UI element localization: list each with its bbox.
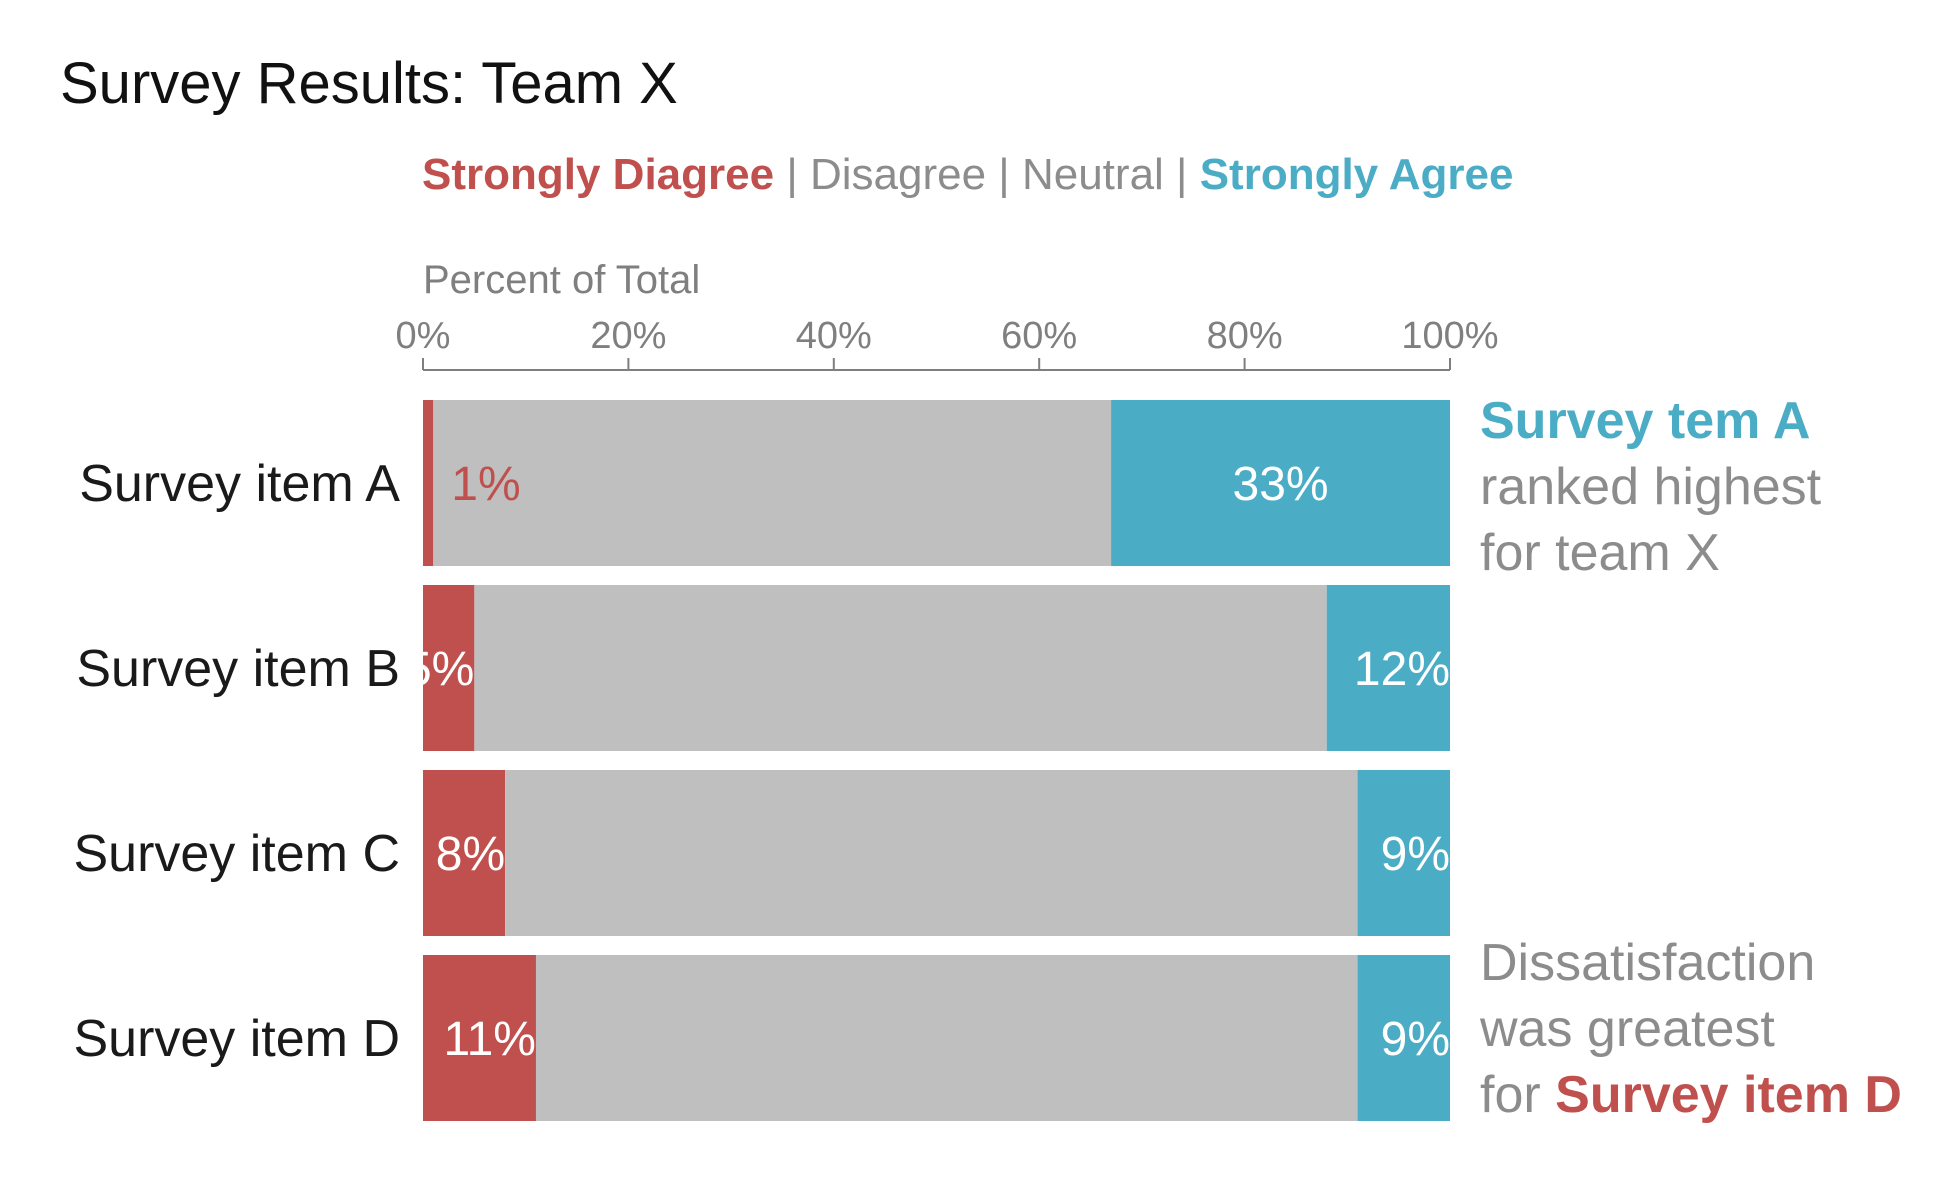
annotation-top-line3: for team X [1480, 524, 1720, 582]
data-label-strongly-agree: 12% [1354, 643, 1450, 696]
x-tick-label: 20% [590, 315, 666, 357]
category-label: Survey item C [73, 825, 400, 883]
annotation-top-highlight: Survey tem A [1480, 392, 1811, 450]
x-tick-label: 60% [1001, 315, 1077, 357]
bar-strongly-agree [1111, 400, 1450, 566]
category-label: Survey item D [73, 1010, 400, 1068]
x-axis-title: Percent of Total [423, 258, 701, 302]
bar-strongly-agree [1326, 585, 1450, 751]
annotation-bottom-line2: was greatest [1480, 1000, 1775, 1058]
category-label: Survey item B [76, 640, 400, 698]
bar-strongly-disagree [423, 770, 506, 936]
legend: Strongly Diagree | Disagree | Neutral | … [422, 150, 1513, 200]
bar-strongly-agree [1357, 955, 1450, 1121]
x-tick-label: 40% [796, 315, 872, 357]
bar-strongly-disagree [423, 400, 434, 566]
x-tick-label: 100% [1401, 315, 1498, 357]
annotation-bottom: Dissatisfaction was greatest for Survey … [1480, 930, 1902, 1128]
bar-strongly-agree [1357, 770, 1450, 936]
x-tick-label: 80% [1207, 315, 1283, 357]
bar-strongly-disagree [423, 955, 536, 1121]
data-label-strongly-disagree: 1% [451, 458, 520, 511]
data-label-strongly-disagree: 11% [443, 1013, 536, 1066]
data-label-strongly-agree: 33% [1233, 458, 1329, 511]
bar-middle [505, 770, 1358, 936]
legend-neutral: Neutral [1021, 150, 1164, 199]
annotation-top: Survey tem A ranked highest for team X [1480, 388, 1821, 586]
category-label: Survey item A [79, 455, 400, 513]
x-tick-label: 0% [396, 315, 451, 357]
data-label-strongly-agree: 9% [1381, 828, 1450, 881]
annotation-bottom-line1: Dissatisfaction [1480, 934, 1816, 992]
chart-title: Survey Results: Team X [60, 51, 678, 116]
data-label-strongly-agree: 9% [1381, 1013, 1450, 1066]
data-label-strongly-disagree: 5% [405, 643, 474, 696]
legend-separator: | [1163, 150, 1200, 199]
bar-middle [535, 955, 1358, 1121]
legend-separator: | [986, 150, 1022, 199]
legend-strongly-disagree: Strongly Diagree [422, 150, 775, 199]
legend-disagree: Disagree [809, 150, 987, 199]
annotation-bottom-prefix: for [1480, 1066, 1556, 1124]
legend-strongly-agree: Strongly Agree [1199, 150, 1514, 199]
legend-separator: | [774, 150, 810, 199]
data-label-strongly-disagree: 8% [436, 828, 505, 881]
bar-middle [474, 585, 1327, 751]
bar-strongly-disagree [423, 585, 475, 751]
annotation-top-line2: ranked highest [1480, 458, 1822, 516]
bar-middle [433, 400, 1112, 566]
annotation-bottom-highlight: Survey item D [1555, 1066, 1902, 1124]
